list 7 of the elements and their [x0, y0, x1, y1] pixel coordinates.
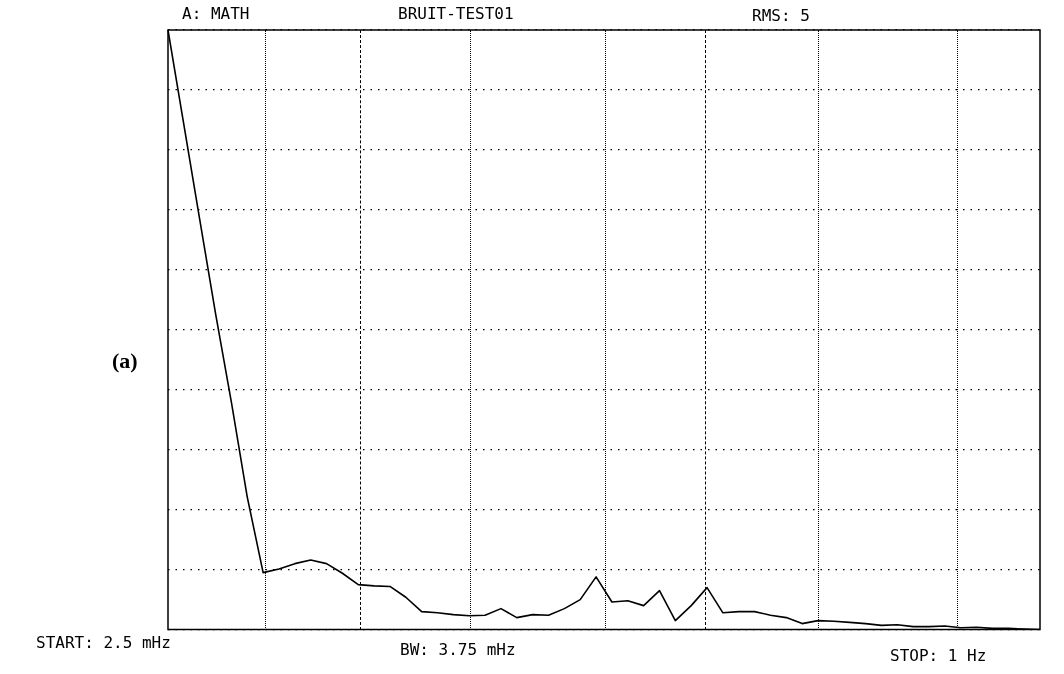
text: STOP: 1 Hz [890, 646, 987, 665]
text: START: 2.5 mHz [36, 633, 171, 652]
chart-title: BRUIT-TEST01 [398, 4, 514, 23]
text: BW: 3.75 mHz [400, 640, 516, 659]
text: (a) [112, 348, 138, 374]
text: A: MATH [182, 4, 250, 23]
text: RMS: 5 [752, 6, 810, 25]
